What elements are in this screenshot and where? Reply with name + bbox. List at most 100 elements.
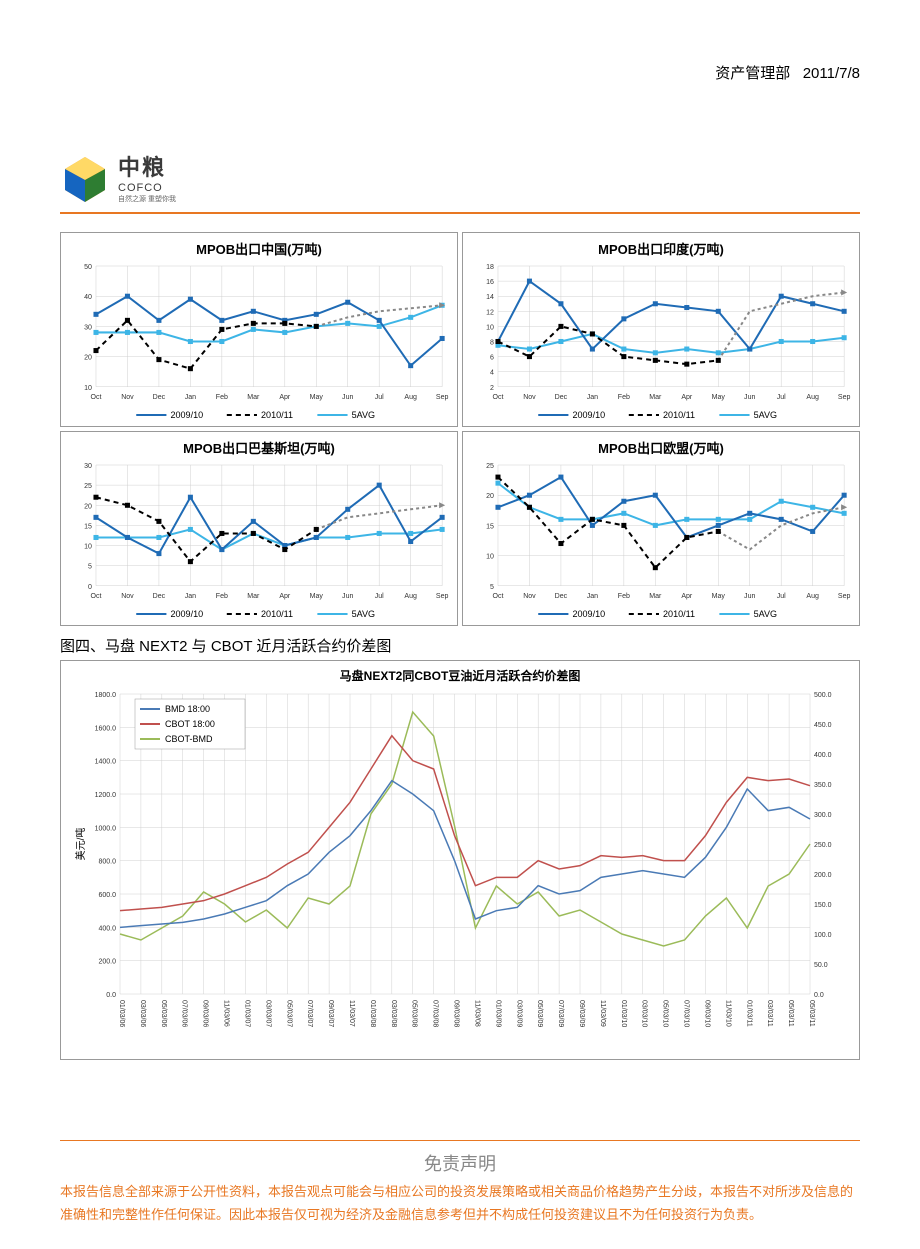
svg-text:美元/吨: 美元/吨 xyxy=(74,828,87,861)
svg-text:14: 14 xyxy=(486,294,494,301)
svg-text:07/03/10: 07/03/10 xyxy=(683,1000,690,1027)
svg-text:CBOT-BMD: CBOT-BMD xyxy=(165,734,213,744)
svg-text:Jul: Jul xyxy=(777,593,786,600)
svg-text:05/03/06: 05/03/06 xyxy=(160,1000,167,1027)
svg-text:Aug: Aug xyxy=(806,593,819,600)
svg-text:01/03/09: 01/03/09 xyxy=(494,1000,501,1027)
svg-text:Jun: Jun xyxy=(744,394,755,401)
svg-text:01/03/07: 01/03/07 xyxy=(243,1000,250,1027)
svg-text:Aug: Aug xyxy=(404,394,417,401)
svg-text:Dec: Dec xyxy=(555,593,568,600)
chart-eu: MPOB出口欧盟(万吨)510152025OctNovDecJanFebMarA… xyxy=(462,431,860,626)
svg-text:2009/10: 2009/10 xyxy=(572,609,605,619)
svg-text:Dec: Dec xyxy=(555,394,568,401)
svg-text:8: 8 xyxy=(490,340,494,347)
svg-text:01/03/08: 01/03/08 xyxy=(369,1000,376,1027)
svg-text:350.0: 350.0 xyxy=(814,782,832,789)
svg-text:100.0: 100.0 xyxy=(814,932,832,939)
svg-text:Sep: Sep xyxy=(436,593,449,600)
svg-text:10: 10 xyxy=(486,324,494,331)
svg-text:01/03/10: 01/03/10 xyxy=(620,1000,627,1027)
disclaimer-title: 免责声明 xyxy=(0,1150,920,1176)
svg-text:0.0: 0.0 xyxy=(814,992,824,999)
dept-label: 资产管理部 xyxy=(715,65,790,82)
svg-text:2009/10: 2009/10 xyxy=(170,410,203,420)
chart-india: MPOB出口印度(万吨)24681012141618OctNovDecJanFe… xyxy=(462,232,860,427)
logo: 中粮 COFCO 自然之源 重塑你我 xyxy=(60,150,176,204)
svg-text:May: May xyxy=(712,593,726,600)
svg-text:Jul: Jul xyxy=(375,593,384,600)
svg-text:600.0: 600.0 xyxy=(98,892,116,899)
svg-text:150.0: 150.0 xyxy=(814,902,832,909)
svg-text:18: 18 xyxy=(486,264,494,271)
svg-text:200.0: 200.0 xyxy=(98,959,116,966)
svg-text:10: 10 xyxy=(84,544,92,551)
svg-text:Jul: Jul xyxy=(375,394,384,401)
svg-text:500.0: 500.0 xyxy=(814,692,832,699)
svg-text:Oct: Oct xyxy=(91,394,102,401)
svg-text:01/03/06: 01/03/06 xyxy=(118,1000,125,1027)
logo-icon xyxy=(60,152,110,202)
date-label: 2011/7/8 xyxy=(803,65,860,82)
svg-text:12: 12 xyxy=(486,309,494,316)
svg-text:Nov: Nov xyxy=(523,593,536,600)
svg-text:2010/11: 2010/11 xyxy=(663,410,695,420)
svg-text:1200.0: 1200.0 xyxy=(95,792,117,799)
svg-text:5: 5 xyxy=(490,584,494,591)
svg-text:5: 5 xyxy=(88,564,92,571)
svg-text:May: May xyxy=(310,394,324,401)
svg-text:50.0: 50.0 xyxy=(814,962,828,969)
svg-text:2009/10: 2009/10 xyxy=(572,410,605,420)
svg-text:03/03/09: 03/03/09 xyxy=(515,1000,522,1027)
svg-text:300.0: 300.0 xyxy=(814,812,832,819)
svg-text:5AVG: 5AVG xyxy=(352,410,375,420)
svg-text:Oct: Oct xyxy=(493,593,504,600)
svg-text:Feb: Feb xyxy=(216,593,228,600)
svg-text:Mar: Mar xyxy=(649,394,662,401)
figure-caption: 图四、马盘 NEXT2 与 CBOT 近月活跃合约价差图 xyxy=(60,635,391,656)
svg-text:CBOT 18:00: CBOT 18:00 xyxy=(165,719,215,729)
svg-text:Jan: Jan xyxy=(185,593,196,600)
logo-tagline: 自然之源 重塑你我 xyxy=(118,194,176,204)
svg-text:1800.0: 1800.0 xyxy=(95,692,117,699)
svg-text:Aug: Aug xyxy=(806,394,819,401)
svg-text:Jan: Jan xyxy=(587,394,598,401)
svg-text:Nov: Nov xyxy=(121,394,134,401)
svg-text:25: 25 xyxy=(84,483,92,490)
logo-name-cn: 中粮 xyxy=(118,150,176,182)
page-header: 资产管理部 2011/7/8 xyxy=(715,62,860,83)
svg-text:30: 30 xyxy=(84,324,92,331)
svg-text:2010/11: 2010/11 xyxy=(261,410,293,420)
svg-text:05/03/10: 05/03/10 xyxy=(662,1000,669,1027)
svg-text:Feb: Feb xyxy=(618,394,630,401)
svg-text:09/03/08: 09/03/08 xyxy=(453,1000,460,1027)
svg-text:07/03/06: 07/03/06 xyxy=(181,1000,188,1027)
svg-text:03/03/08: 03/03/08 xyxy=(390,1000,397,1027)
svg-text:Apr: Apr xyxy=(681,593,693,600)
footer-divider xyxy=(60,1140,860,1141)
svg-text:400.0: 400.0 xyxy=(98,925,116,932)
svg-text:Sep: Sep xyxy=(436,394,449,401)
svg-text:Jan: Jan xyxy=(185,394,196,401)
charts-grid: MPOB出口中国(万吨)1020304050OctNovDecJanFebMar… xyxy=(60,232,860,626)
svg-text:0: 0 xyxy=(88,584,92,591)
svg-text:11/03/08: 11/03/08 xyxy=(473,1000,480,1027)
svg-text:40: 40 xyxy=(84,294,92,301)
svg-text:450.0: 450.0 xyxy=(814,722,832,729)
svg-text:11/03/10: 11/03/10 xyxy=(724,1000,731,1027)
svg-text:Jun: Jun xyxy=(342,593,353,600)
svg-text:200.0: 200.0 xyxy=(814,872,832,879)
svg-text:Apr: Apr xyxy=(279,394,291,401)
svg-text:2010/11: 2010/11 xyxy=(261,609,293,619)
svg-text:05/03/11: 05/03/11 xyxy=(808,1000,815,1027)
svg-text:05/03/11: 05/03/11 xyxy=(787,1000,794,1027)
svg-text:2: 2 xyxy=(490,385,494,392)
svg-text:Sep: Sep xyxy=(838,394,851,401)
svg-text:20: 20 xyxy=(84,503,92,510)
svg-text:09/03/09: 09/03/09 xyxy=(578,1000,585,1027)
svg-text:2009/10: 2009/10 xyxy=(170,609,203,619)
svg-text:10: 10 xyxy=(84,385,92,392)
svg-text:2010/11: 2010/11 xyxy=(663,609,695,619)
svg-text:Feb: Feb xyxy=(216,394,228,401)
svg-text:20: 20 xyxy=(486,493,494,500)
